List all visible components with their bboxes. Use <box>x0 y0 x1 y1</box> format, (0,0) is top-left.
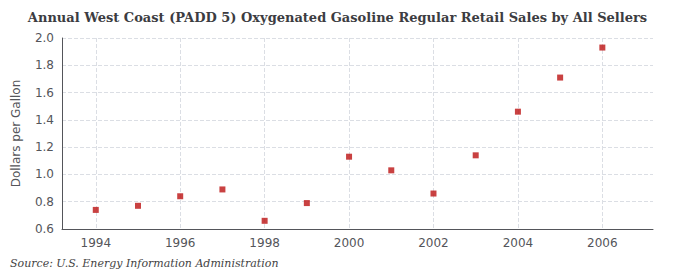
svg-text:1998: 1998 <box>249 236 280 250</box>
svg-text:1.4: 1.4 <box>35 113 54 127</box>
svg-text:0.6: 0.6 <box>35 222 54 236</box>
svg-text:2002: 2002 <box>418 236 449 250</box>
svg-text:Annual West Coast (PADD 5) Oxy: Annual West Coast (PADD 5) Oxygenated Ga… <box>27 10 647 25</box>
svg-text:0.8: 0.8 <box>35 195 54 209</box>
svg-text:1.2: 1.2 <box>35 140 54 154</box>
svg-text:1996: 1996 <box>165 236 196 250</box>
svg-text:1994: 1994 <box>80 236 111 250</box>
svg-text:1.6: 1.6 <box>35 86 54 100</box>
svg-text:Source: U.S. Energy Informatio: Source: U.S. Energy Information Administ… <box>10 257 278 270</box>
svg-text:2006: 2006 <box>587 236 618 250</box>
svg-text:1.0: 1.0 <box>35 167 54 181</box>
svg-text:Dollars per Gallon: Dollars per Gallon <box>9 80 23 188</box>
svg-text:2.0: 2.0 <box>35 31 54 45</box>
svg-text:2004: 2004 <box>503 236 534 250</box>
svg-text:1.8: 1.8 <box>35 58 54 72</box>
svg-text:2000: 2000 <box>334 236 365 250</box>
